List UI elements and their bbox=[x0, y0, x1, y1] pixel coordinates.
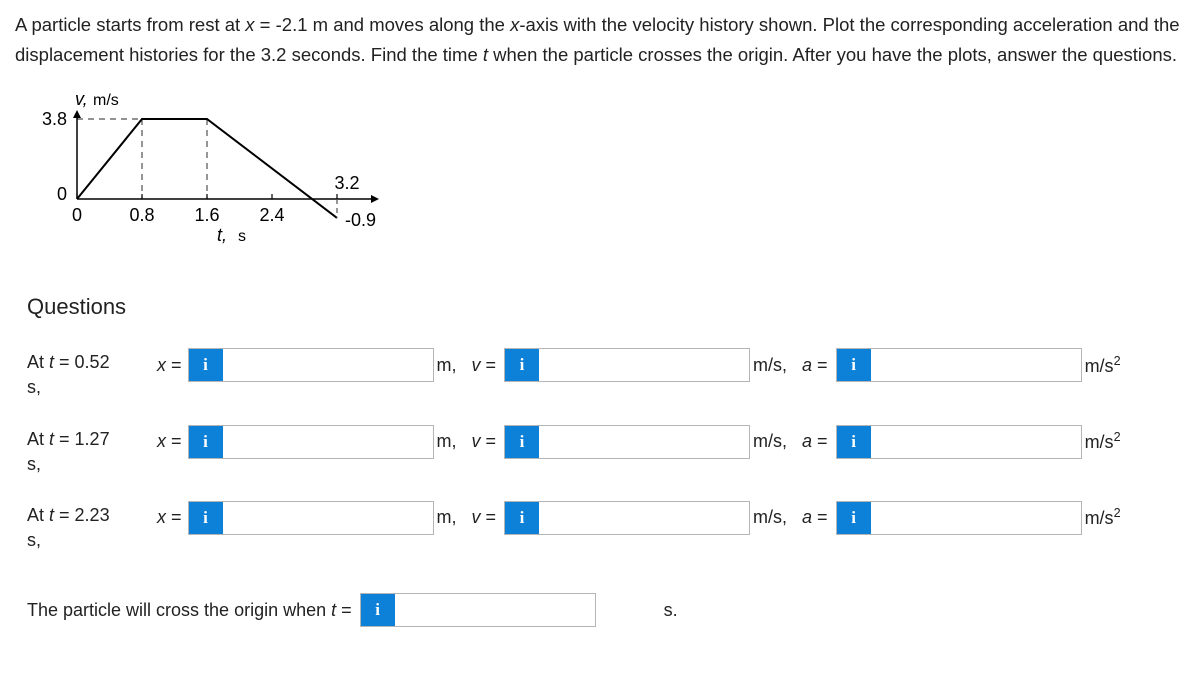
v-input[interactable] bbox=[539, 426, 749, 458]
info-icon: i bbox=[837, 502, 871, 534]
info-icon: i bbox=[505, 426, 539, 458]
origin-crossing-row: The particle will cross the origin when … bbox=[27, 593, 1185, 627]
unit-ms-a-label: m/s, a = bbox=[753, 355, 828, 376]
questions-heading: Questions bbox=[27, 294, 1185, 320]
svg-text:3.2: 3.2 bbox=[334, 173, 359, 193]
velocity-chart: v, m/s 3.8 00 0.8 1.6 2.4 3.2 t, s -0.9 bbox=[27, 89, 1185, 264]
svg-text:1.6: 1.6 bbox=[194, 205, 219, 225]
unit-ms2-label: m/s2 bbox=[1085, 430, 1121, 453]
svg-text:0: 0 bbox=[57, 184, 67, 204]
question-row-2: At t = 2.23s, x = i m, v = i m/s, a = i … bbox=[27, 501, 1185, 553]
x-input[interactable] bbox=[223, 349, 433, 381]
row-inputs: x = i m, v = i m/s, a = i m/s2 bbox=[157, 501, 1185, 535]
row-time-label: At t = 2.23s, bbox=[27, 501, 157, 553]
problem-statement: A particle starts from rest at x = -2.1 … bbox=[15, 10, 1185, 69]
t-origin-input[interactable] bbox=[395, 594, 595, 626]
unit-ms2-label: m/s2 bbox=[1085, 506, 1121, 529]
svg-text:m/s: m/s bbox=[93, 92, 119, 109]
unit-ms-a-label: m/s, a = bbox=[753, 431, 828, 452]
unit-m-v-label: m, v = bbox=[437, 355, 497, 376]
x-input[interactable] bbox=[223, 502, 433, 534]
row-time-label: At t = 1.27s, bbox=[27, 425, 157, 477]
unit-m-v-label: m, v = bbox=[437, 507, 497, 528]
x-input-group: i bbox=[188, 348, 434, 382]
a-input[interactable] bbox=[871, 502, 1081, 534]
unit-m-v-label: m, v = bbox=[437, 431, 497, 452]
unit-ms-a-label: m/s, a = bbox=[753, 507, 828, 528]
info-icon: i bbox=[505, 502, 539, 534]
x-input-group: i bbox=[188, 425, 434, 459]
x-label: x = bbox=[157, 507, 182, 528]
info-icon: i bbox=[837, 426, 871, 458]
info-icon: i bbox=[837, 349, 871, 381]
question-row-1: At t = 1.27s, x = i m, v = i m/s, a = i … bbox=[27, 425, 1185, 477]
svg-text:-0.9: -0.9 bbox=[345, 210, 376, 230]
v-input[interactable] bbox=[539, 502, 749, 534]
info-icon: i bbox=[361, 594, 395, 626]
x-label: x = bbox=[157, 355, 182, 376]
x-label: x = bbox=[157, 431, 182, 452]
info-icon: i bbox=[189, 349, 223, 381]
info-icon: i bbox=[189, 426, 223, 458]
svg-text:0: 0 bbox=[72, 205, 82, 225]
row-inputs: x = i m, v = i m/s, a = i m/s2 bbox=[157, 348, 1185, 382]
a-input-group: i bbox=[836, 348, 1082, 382]
svg-text:2.4: 2.4 bbox=[259, 205, 284, 225]
question-row-0: At t = 0.52s, x = i m, v = i m/s, a = i … bbox=[27, 348, 1185, 400]
origin-text-post: s. bbox=[664, 600, 678, 621]
unit-ms2-label: m/s2 bbox=[1085, 354, 1121, 377]
svg-text:3.8: 3.8 bbox=[42, 109, 67, 129]
x-input[interactable] bbox=[223, 426, 433, 458]
t-origin-input-group: i bbox=[360, 593, 596, 627]
svg-text:v,: v, bbox=[75, 89, 88, 109]
v-input-group: i bbox=[504, 348, 750, 382]
v-input-group: i bbox=[504, 425, 750, 459]
info-icon: i bbox=[505, 349, 539, 381]
svg-text:0.8: 0.8 bbox=[129, 205, 154, 225]
a-input[interactable] bbox=[871, 349, 1081, 381]
svg-text:t,: t, bbox=[217, 225, 227, 245]
v-input-group: i bbox=[504, 501, 750, 535]
a-input-group: i bbox=[836, 425, 1082, 459]
origin-text-pre: The particle will cross the origin when … bbox=[27, 600, 352, 621]
a-input[interactable] bbox=[871, 426, 1081, 458]
svg-text:s: s bbox=[238, 228, 246, 245]
row-time-label: At t = 0.52s, bbox=[27, 348, 157, 400]
a-input-group: i bbox=[836, 501, 1082, 535]
x-input-group: i bbox=[188, 501, 434, 535]
info-icon: i bbox=[189, 502, 223, 534]
v-input[interactable] bbox=[539, 349, 749, 381]
row-inputs: x = i m, v = i m/s, a = i m/s2 bbox=[157, 425, 1185, 459]
